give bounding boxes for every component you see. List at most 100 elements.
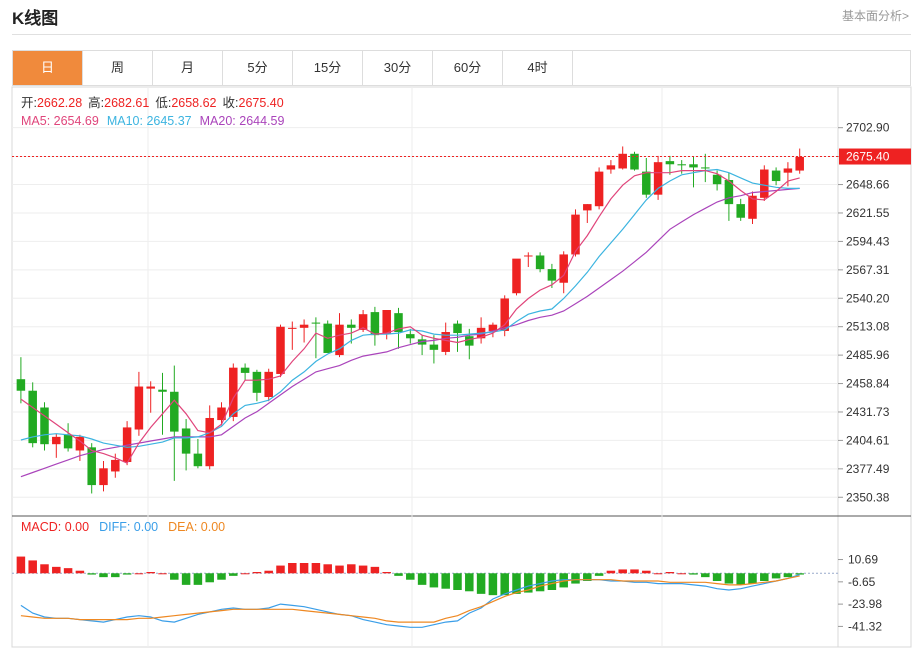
macd-bar (28, 560, 37, 574)
candle-body (771, 170, 781, 182)
tab-4hour[interactable]: 4时 (503, 51, 573, 85)
macd-bar (193, 573, 203, 585)
candle-body (276, 326, 285, 374)
price-tick-label: 2621.55 (846, 206, 890, 220)
fundamental-analysis-link[interactable]: 基本面分析> (841, 9, 909, 23)
price-tick-label: 2567.31 (846, 263, 890, 277)
candle-body (748, 195, 757, 219)
price-tick-label: 2540.20 (846, 291, 890, 305)
candle-body (441, 332, 450, 352)
candle-body (665, 161, 675, 165)
header-divider (12, 34, 911, 35)
macd-bar (87, 573, 96, 575)
candle-body (205, 417, 214, 467)
macd-tick-label: 10.69 (848, 553, 878, 567)
ma20-line (20, 187, 800, 478)
macd-bar (453, 573, 462, 590)
candle-body (724, 180, 734, 205)
candle-body (347, 324, 356, 328)
macd-bar (429, 573, 439, 588)
high-label: 高: (88, 95, 104, 110)
tab-day[interactable]: 日 (13, 51, 83, 85)
candle-body (252, 371, 262, 393)
macd-bar (394, 573, 403, 576)
candle-body (465, 336, 474, 346)
candle-body (618, 153, 627, 169)
macd-bar (665, 572, 675, 574)
candle-body (40, 407, 49, 445)
candle-body (712, 174, 722, 185)
macd-bar (736, 573, 745, 585)
ohlc-info: 开:2662.28 高:2682.61 低:2658.62 收:2675.40 (21, 95, 284, 110)
candle-body (677, 164, 686, 166)
macd-bar (288, 563, 297, 574)
macd-bar (134, 573, 144, 575)
candle-body (512, 258, 521, 294)
price-tick-label: 2702.90 (846, 121, 890, 135)
macd-info: MACD: 0.00 DIFF: 0.00 DEA: 0.00 (21, 520, 225, 534)
macd-bar (594, 573, 604, 576)
candle-body (394, 313, 403, 333)
tab-30min[interactable]: 30分 (363, 51, 433, 85)
price-tick-label: 2648.66 (846, 178, 890, 192)
macd-bar (52, 566, 61, 574)
candle-body (193, 453, 203, 467)
candle-body (99, 468, 108, 486)
candle-body (63, 434, 73, 449)
high-value: 2682.61 (104, 96, 149, 110)
candle-body (170, 391, 179, 432)
candle-body (453, 323, 462, 334)
macd-bar (252, 572, 262, 574)
macd-tick-label: -41.32 (848, 619, 882, 633)
macd-bar (701, 573, 710, 578)
macd-bar (783, 573, 793, 578)
macd-bar (335, 565, 344, 574)
macd-bar (347, 564, 356, 574)
candle-body (52, 436, 61, 445)
price-tick-label: 2431.73 (846, 405, 890, 419)
price-tick-label: 2594.43 (846, 234, 890, 248)
candle-body (264, 371, 273, 398)
macd-tick-label: -23.98 (848, 597, 882, 611)
candle-body (783, 168, 793, 173)
macd-bar (370, 566, 380, 574)
last-price-badge (839, 148, 911, 165)
candle-body (760, 169, 769, 198)
macd-bar (323, 564, 332, 574)
macd-bar (677, 573, 686, 575)
price-tick-label: 2350.38 (846, 490, 890, 504)
candle-body (594, 171, 604, 207)
macd-bar (559, 573, 568, 588)
candle-body (630, 153, 639, 170)
tab-month[interactable]: 月 (153, 51, 223, 85)
macd-bar (63, 568, 73, 574)
macd-bar (653, 573, 663, 575)
page-title: K线图 (12, 9, 59, 28)
tab-5min[interactable]: 5分 (223, 51, 293, 85)
macd-bar (16, 556, 26, 574)
tab-week[interactable]: 周 (83, 51, 153, 85)
macd-bar (760, 573, 769, 581)
macd-bar (583, 573, 592, 581)
tab-60min[interactable]: 60分 (433, 51, 503, 85)
candle-body (429, 344, 439, 350)
candle-body (382, 310, 391, 335)
macd-bar (476, 573, 486, 594)
low-label: 低: (155, 96, 171, 110)
candle-body (299, 324, 309, 328)
ma5-legend: MA5: 2654.69 (21, 114, 99, 128)
macd-bar (276, 565, 285, 574)
ma10-line (20, 168, 800, 448)
macd-tick-label: -6.65 (848, 575, 876, 589)
candle-body (75, 436, 85, 451)
candle-body (571, 214, 580, 255)
candle-body (288, 327, 297, 329)
tab-15min[interactable]: 15分 (293, 51, 363, 85)
candle-body (111, 459, 120, 472)
candle-body (311, 322, 321, 324)
macd-bar (795, 573, 804, 575)
diff-line (20, 574, 800, 628)
macd-bar (170, 573, 179, 580)
macd-legend: MACD: 0.00 (21, 520, 89, 534)
